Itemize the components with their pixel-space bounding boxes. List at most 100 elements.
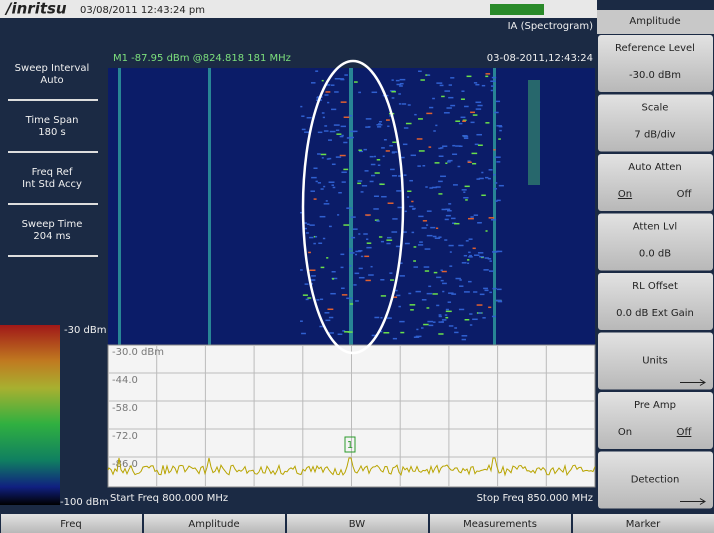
tab[interactable]: Marker bbox=[573, 514, 714, 533]
signal-dot bbox=[483, 269, 488, 271]
signal-dot bbox=[494, 188, 497, 190]
signal-dot bbox=[444, 90, 450, 92]
signal-dot bbox=[411, 155, 416, 157]
level-label: -58.0 bbox=[112, 403, 138, 414]
signal-dot bbox=[341, 288, 345, 290]
stop-freq: Stop Freq 850.000 MHz bbox=[477, 493, 593, 504]
signal-dot bbox=[436, 82, 442, 84]
signal-dot bbox=[482, 317, 485, 319]
signal-dot bbox=[462, 189, 467, 191]
signal-dot bbox=[378, 164, 381, 166]
signal-dot bbox=[489, 169, 493, 171]
signal-dot bbox=[452, 145, 455, 147]
signal-dot bbox=[379, 184, 384, 186]
signal-dot bbox=[439, 316, 442, 318]
color-top: -30 dBm bbox=[64, 325, 106, 336]
signal-dot bbox=[400, 275, 405, 277]
signal-dot bbox=[338, 333, 343, 335]
signal-dot bbox=[470, 324, 472, 326]
signal-dot bbox=[469, 313, 472, 315]
signal-dot bbox=[376, 220, 379, 222]
param-label: Sweep Time bbox=[22, 219, 83, 230]
signal-dot bbox=[467, 263, 469, 265]
signal-dot bbox=[349, 265, 351, 267]
signal-dot bbox=[383, 332, 389, 334]
signal-dot bbox=[329, 181, 335, 183]
signal-dot bbox=[329, 226, 332, 228]
signal-dot bbox=[427, 235, 433, 237]
tab-bar: FreqAmplitudeBWMeasurements Marker bbox=[0, 513, 714, 533]
tab-label: Marker bbox=[626, 519, 661, 530]
signal-dot bbox=[328, 139, 332, 141]
soft-key[interactable]: Units bbox=[598, 333, 713, 390]
signal-dot bbox=[468, 281, 472, 283]
tab[interactable]: Amplitude bbox=[144, 514, 285, 533]
signal-dot bbox=[306, 232, 309, 234]
signal-dot bbox=[445, 163, 447, 165]
tab[interactable]: Measurements bbox=[430, 514, 571, 533]
tab[interactable]: BW bbox=[287, 514, 428, 533]
signal-dot bbox=[364, 256, 369, 257]
signal-dot bbox=[366, 118, 372, 120]
signal-dot bbox=[445, 314, 448, 316]
signal-dot bbox=[417, 165, 421, 167]
signal-dot bbox=[445, 219, 449, 221]
signal-dot bbox=[454, 327, 457, 329]
soft-key-label: Units bbox=[642, 356, 668, 367]
signal-dot bbox=[330, 293, 335, 295]
signal-dot bbox=[332, 164, 336, 166]
soft-menu: AmplitudeReference Level-30.0 dBmScale7 … bbox=[597, 10, 714, 509]
signal-dot bbox=[471, 122, 475, 124]
signal-dot bbox=[481, 195, 486, 197]
soft-key[interactable]: Reference Level-30.0 dBm bbox=[598, 35, 713, 92]
signal-dot bbox=[412, 232, 415, 234]
signal-dot bbox=[309, 269, 315, 271]
signal-dot bbox=[449, 265, 452, 267]
signal-dot bbox=[363, 149, 366, 151]
signal-dot bbox=[475, 102, 481, 104]
signal-dot bbox=[493, 174, 495, 176]
signal-dot bbox=[341, 172, 346, 174]
signal-dot bbox=[468, 256, 473, 258]
signal-dot bbox=[380, 317, 382, 319]
signal-dot bbox=[353, 228, 358, 230]
signal-dot bbox=[401, 157, 405, 159]
signal-dot bbox=[302, 129, 306, 131]
signal-dot bbox=[340, 136, 344, 138]
signal-dot bbox=[311, 275, 316, 277]
signal-dot bbox=[423, 324, 429, 326]
signal-dot bbox=[313, 167, 317, 169]
option-on: On bbox=[618, 189, 632, 200]
signal-dot bbox=[446, 309, 449, 311]
tab[interactable]: Freq bbox=[1, 514, 142, 533]
signal-dot bbox=[427, 293, 433, 295]
marker-label: 1 bbox=[347, 440, 353, 451]
signal-dot bbox=[366, 247, 371, 249]
signal-dot bbox=[387, 237, 391, 239]
signal-dot bbox=[410, 304, 416, 306]
signal-dot bbox=[434, 272, 438, 274]
param-value: Auto bbox=[40, 75, 63, 86]
signal-dot bbox=[496, 101, 500, 103]
signal-dot bbox=[440, 85, 444, 87]
signal-dot bbox=[341, 126, 346, 128]
signal-dot bbox=[321, 267, 325, 269]
soft-key-value: 0.0 dB bbox=[639, 249, 671, 260]
battery bbox=[490, 4, 544, 15]
signal-dot bbox=[325, 312, 330, 314]
signal-dot bbox=[379, 121, 382, 123]
signal-dot bbox=[499, 185, 504, 187]
soft-key[interactable]: Detection bbox=[598, 452, 713, 509]
signal-dot bbox=[314, 198, 317, 200]
signal-dot bbox=[326, 257, 328, 259]
signal-dot bbox=[418, 71, 422, 73]
signal-dot bbox=[479, 256, 484, 258]
level-label: -72.0 bbox=[112, 431, 138, 442]
signal-dot bbox=[358, 150, 361, 152]
signal-dot bbox=[473, 114, 478, 116]
